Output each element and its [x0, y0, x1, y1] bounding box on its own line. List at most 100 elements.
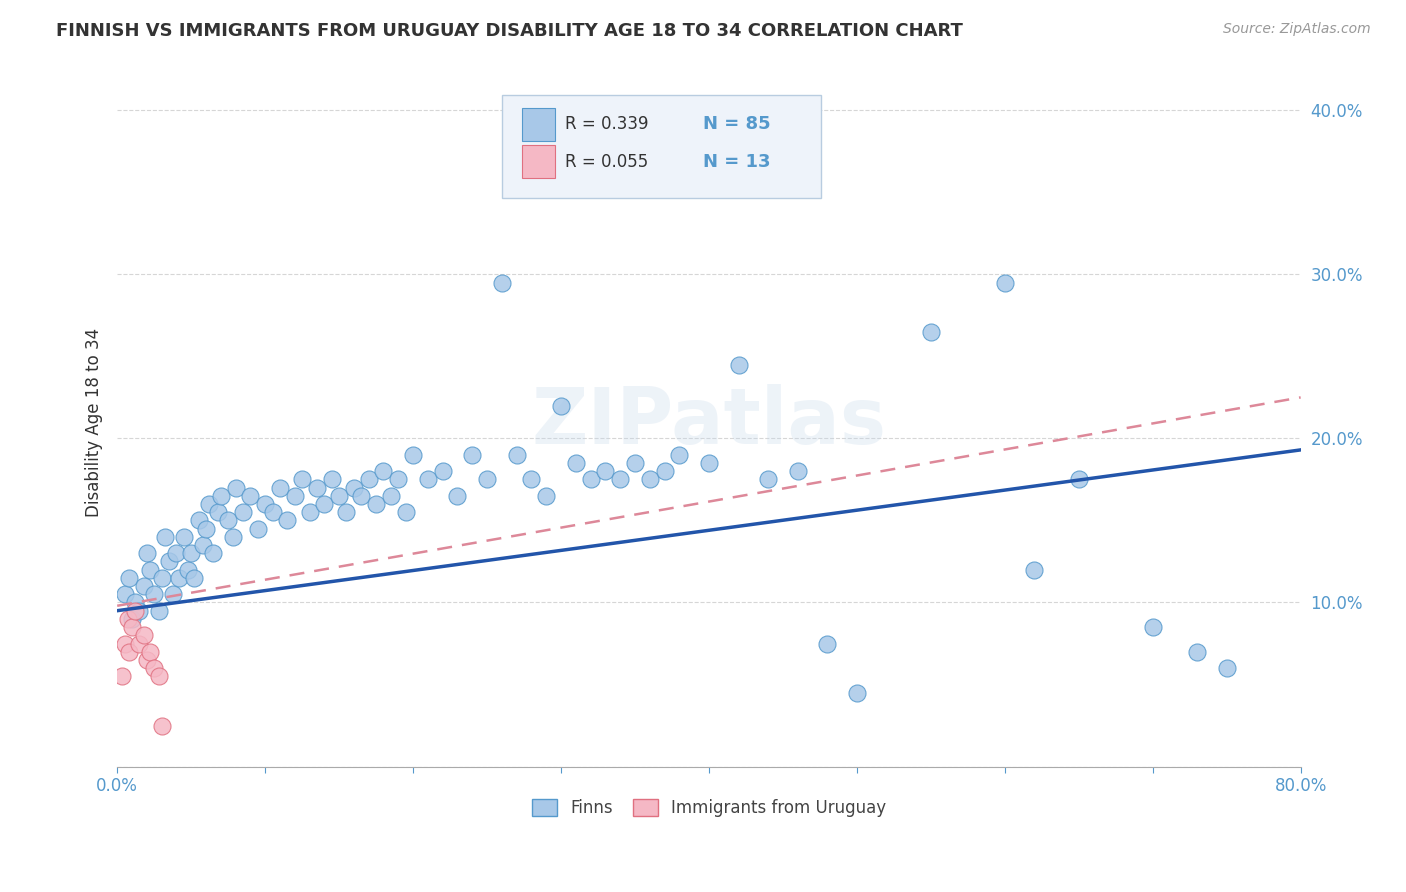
Point — [173, 530, 195, 544]
Point — [609, 472, 631, 486]
Point — [246, 522, 269, 536]
Point — [177, 563, 200, 577]
Point — [364, 497, 387, 511]
Text: Source: ZipAtlas.com: Source: ZipAtlas.com — [1223, 22, 1371, 37]
FancyBboxPatch shape — [522, 108, 555, 141]
Point — [638, 472, 661, 486]
Point — [114, 636, 136, 650]
Point — [269, 481, 291, 495]
Point — [595, 464, 617, 478]
Point — [920, 325, 942, 339]
Point — [1067, 472, 1090, 486]
Text: N = 13: N = 13 — [703, 153, 770, 170]
Text: ZIPatlas: ZIPatlas — [531, 384, 886, 460]
Point — [402, 448, 425, 462]
Point — [202, 546, 225, 560]
FancyBboxPatch shape — [502, 95, 821, 198]
Point — [239, 489, 262, 503]
Point — [550, 399, 572, 413]
Point — [380, 489, 402, 503]
Point — [432, 464, 454, 478]
Point — [815, 636, 838, 650]
Point — [254, 497, 277, 511]
Point — [291, 472, 314, 486]
Legend: Finns, Immigrants from Uruguay: Finns, Immigrants from Uruguay — [524, 792, 893, 823]
Point — [114, 587, 136, 601]
Point — [132, 579, 155, 593]
Point — [153, 530, 176, 544]
Point — [565, 456, 588, 470]
Point — [343, 481, 366, 495]
Point — [111, 669, 134, 683]
Point — [169, 571, 191, 585]
Point — [416, 472, 439, 486]
Point — [148, 669, 170, 683]
Point — [143, 661, 166, 675]
Text: FINNISH VS IMMIGRANTS FROM URUGUAY DISABILITY AGE 18 TO 34 CORRELATION CHART: FINNISH VS IMMIGRANTS FROM URUGUAY DISAB… — [56, 22, 963, 40]
Text: N = 85: N = 85 — [703, 115, 770, 133]
Point — [373, 464, 395, 478]
Point — [221, 530, 243, 544]
Point — [138, 645, 160, 659]
Point — [118, 645, 141, 659]
Point — [124, 604, 146, 618]
Text: R = 0.055: R = 0.055 — [565, 153, 648, 170]
Point — [994, 276, 1017, 290]
Point — [148, 604, 170, 618]
Point — [121, 612, 143, 626]
Point — [387, 472, 409, 486]
Point — [786, 464, 808, 478]
Point — [321, 472, 343, 486]
Text: R = 0.339: R = 0.339 — [565, 115, 648, 133]
Point — [225, 481, 247, 495]
Point — [756, 472, 779, 486]
Point — [128, 636, 150, 650]
Point — [534, 489, 557, 503]
Point — [654, 464, 676, 478]
Point — [135, 546, 157, 560]
Point — [138, 563, 160, 577]
Point — [183, 571, 205, 585]
Y-axis label: Disability Age 18 to 34: Disability Age 18 to 34 — [86, 327, 103, 516]
Point — [180, 546, 202, 560]
Point — [217, 513, 239, 527]
Point — [198, 497, 221, 511]
Point — [135, 653, 157, 667]
Point — [191, 538, 214, 552]
Point — [491, 276, 513, 290]
Point — [314, 497, 336, 511]
Point — [150, 571, 173, 585]
Point — [668, 448, 690, 462]
Point — [461, 448, 484, 462]
Point — [305, 481, 328, 495]
Point — [1024, 563, 1046, 577]
Point — [1185, 645, 1208, 659]
Point — [117, 612, 139, 626]
Point — [357, 472, 380, 486]
Point — [157, 554, 180, 568]
Point — [162, 587, 184, 601]
Point — [446, 489, 468, 503]
Point — [128, 604, 150, 618]
Point — [1142, 620, 1164, 634]
Point — [118, 571, 141, 585]
Point — [150, 718, 173, 732]
Point — [207, 505, 229, 519]
Point — [1215, 661, 1237, 675]
Point — [209, 489, 232, 503]
Point — [328, 489, 350, 503]
Point — [579, 472, 602, 486]
Point — [845, 686, 868, 700]
Point — [284, 489, 307, 503]
Point — [624, 456, 647, 470]
Point — [132, 628, 155, 642]
Point — [697, 456, 720, 470]
Point — [475, 472, 498, 486]
Point — [520, 472, 543, 486]
Point — [165, 546, 187, 560]
Point — [143, 587, 166, 601]
Point — [276, 513, 298, 527]
Point — [505, 448, 527, 462]
Point — [194, 522, 217, 536]
FancyBboxPatch shape — [522, 145, 555, 178]
